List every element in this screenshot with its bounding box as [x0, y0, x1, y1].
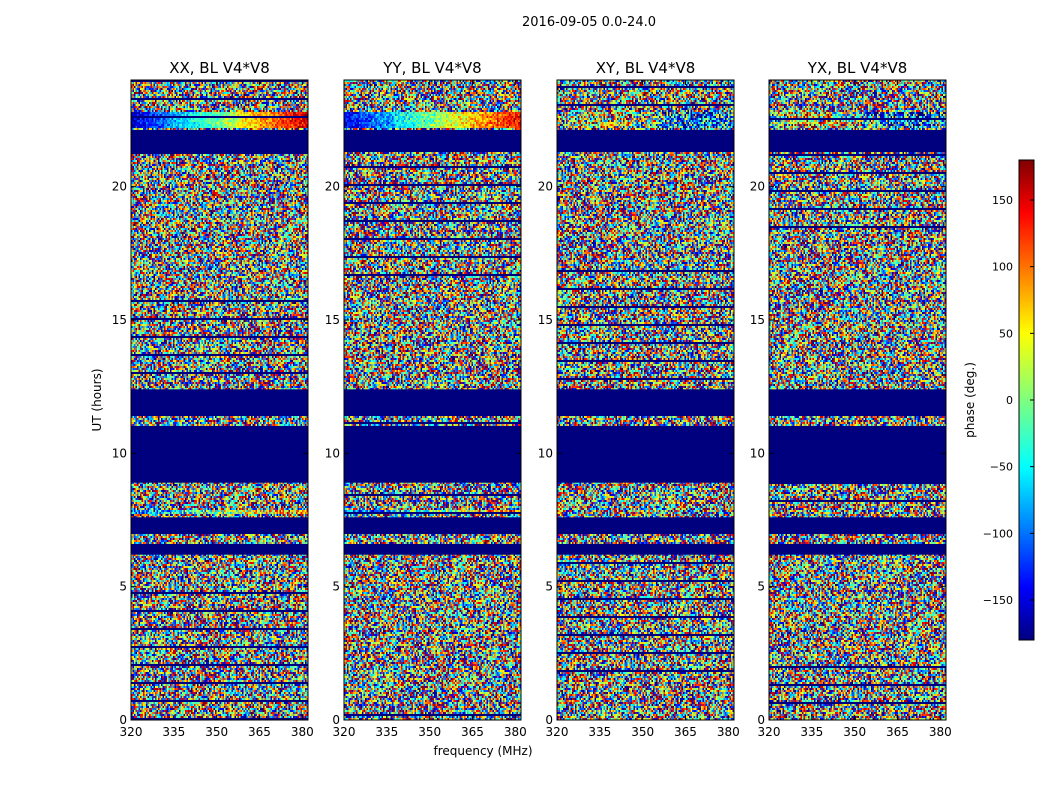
x-tick-label: 365: [461, 725, 484, 739]
x-tick-label: 320: [333, 725, 356, 739]
flagged-band: [557, 544, 734, 555]
panel-3: XY, BL V4*V8 0 5 10 15 20 320 335 350 365 380: [538, 59, 740, 739]
x-tick-label: 365: [674, 725, 697, 739]
colorbar-tick-label: −100: [983, 527, 1013, 540]
x-tick-label: 380: [291, 725, 314, 739]
flagged-band: [131, 544, 308, 555]
y-tick-label: 20: [112, 180, 127, 194]
x-tick-label: 320: [546, 725, 569, 739]
axes-frame: [343, 79, 522, 721]
y-tick-label: 20: [750, 180, 765, 194]
y-tick-label: 5: [119, 580, 127, 594]
flagged-band: [131, 426, 308, 483]
y-tick-label: 15: [112, 313, 127, 327]
flagged-band: [344, 130, 521, 152]
flagged-band: [769, 389, 946, 416]
figure-title: 2016-09-05 0.0-24.0: [522, 15, 656, 30]
y-tick-label: 0: [332, 713, 340, 727]
flagged-band: [557, 426, 734, 483]
flagged-band: [769, 544, 946, 555]
y-tick-label: 0: [119, 713, 127, 727]
x-tick-label: 335: [162, 725, 185, 739]
y-axis-label: UT (hours): [90, 368, 104, 431]
x-tick-label: 350: [418, 725, 441, 739]
x-tick-label: 380: [929, 725, 952, 739]
y-tick-label: 5: [545, 580, 553, 594]
colorbar-tick-label: −50: [990, 461, 1013, 474]
x-tick-label: 350: [631, 725, 654, 739]
x-tick-label: 365: [248, 725, 271, 739]
x-tick-label: 335: [588, 725, 611, 739]
y-tick-label: 5: [757, 580, 765, 594]
y-tick-label: 10: [750, 446, 765, 460]
y-tick-label: 10: [112, 446, 127, 460]
colorbar-label: phase (deg.): [963, 362, 977, 438]
x-tick-label: 335: [800, 725, 823, 739]
colorbar-tick-label: 50: [999, 327, 1013, 340]
axes-frame: [556, 79, 735, 721]
y-tick-label: 15: [750, 313, 765, 327]
panel-title: YX, BL V4*V8: [807, 59, 908, 77]
x-tick-label: 320: [120, 725, 143, 739]
panel-2: YY, BL V4*V8 0 5 10 15 20 320 335 350 365 380: [325, 59, 527, 739]
colorbar-ticks: 150 100 50 0 −50 −100 −150: [983, 194, 1034, 607]
flagged-band: [769, 426, 946, 483]
y-tick-label: 5: [332, 580, 340, 594]
panel-title: XY, BL V4*V8: [596, 59, 696, 77]
colorbar-tick-label: 100: [992, 261, 1013, 274]
x-tick-label: 320: [758, 725, 781, 739]
y-tick-label: 20: [325, 180, 340, 194]
x-tick-label: 335: [375, 725, 398, 739]
colorbar-tick-label: −150: [983, 594, 1013, 607]
flagged-band: [557, 389, 734, 416]
x-tick-label: 350: [205, 725, 228, 739]
flagged-band: [344, 517, 521, 534]
flagged-band: [344, 389, 521, 416]
y-tick-label: 0: [757, 713, 765, 727]
flagged-band: [344, 544, 521, 555]
flagged-band: [131, 517, 308, 534]
flagged-band: [769, 517, 946, 534]
y-tick-label: 15: [538, 313, 553, 327]
flagged-band: [344, 426, 521, 483]
flagged-band: [769, 130, 946, 152]
y-tick-label: 10: [538, 446, 553, 460]
y-tick-label: 20: [538, 180, 553, 194]
x-tick-label: 380: [717, 725, 740, 739]
panel-1: XX, BL V4*V8 0 5 10 15 20 320 335 350 365 380: [112, 59, 314, 739]
axes-frame: [130, 79, 309, 721]
flagged-band: [131, 130, 308, 152]
y-tick-label: 0: [545, 713, 553, 727]
flagged-band: [557, 517, 734, 534]
y-tick-label: 15: [325, 313, 340, 327]
panel-title: YY, BL V4*V8: [382, 59, 481, 77]
x-tick-label: 350: [843, 725, 866, 739]
axes-frame: [768, 79, 947, 721]
x-tick-label: 365: [886, 725, 909, 739]
flagged-band: [557, 130, 734, 152]
y-tick-label: 10: [325, 446, 340, 460]
panel-4: YX, BL V4*V8 0 5 10 15 20 320 335 350 365 380: [750, 59, 952, 739]
colorbar-tick-label: 0: [1006, 394, 1013, 407]
x-axis-label: frequency (MHz): [433, 744, 532, 758]
flagged-band: [131, 389, 308, 416]
colorbar: 150 100 50 0 −50 −100 −150 phase (deg.): [963, 159, 1035, 641]
colorbar-tick-label: 150: [992, 194, 1013, 207]
x-tick-label: 380: [504, 725, 527, 739]
panel-title: XX, BL V4*V8: [169, 59, 270, 77]
